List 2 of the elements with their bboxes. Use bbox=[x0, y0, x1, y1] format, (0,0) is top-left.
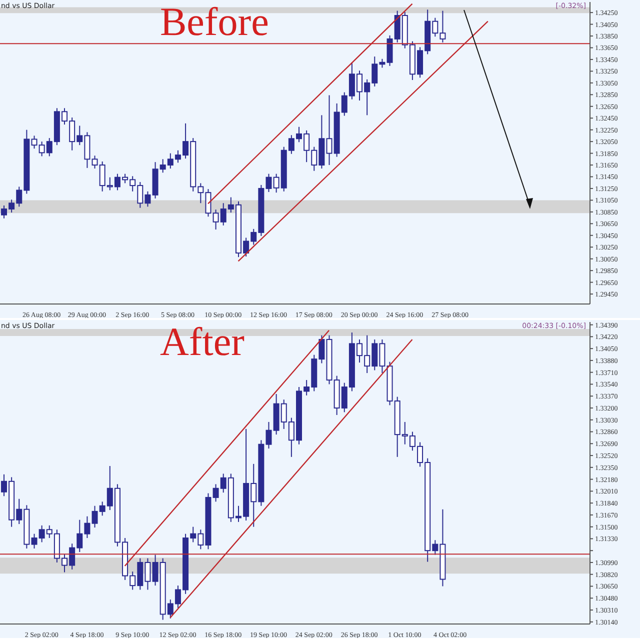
chart-title: Before bbox=[160, 0, 269, 44]
chart-title: After bbox=[160, 319, 244, 364]
